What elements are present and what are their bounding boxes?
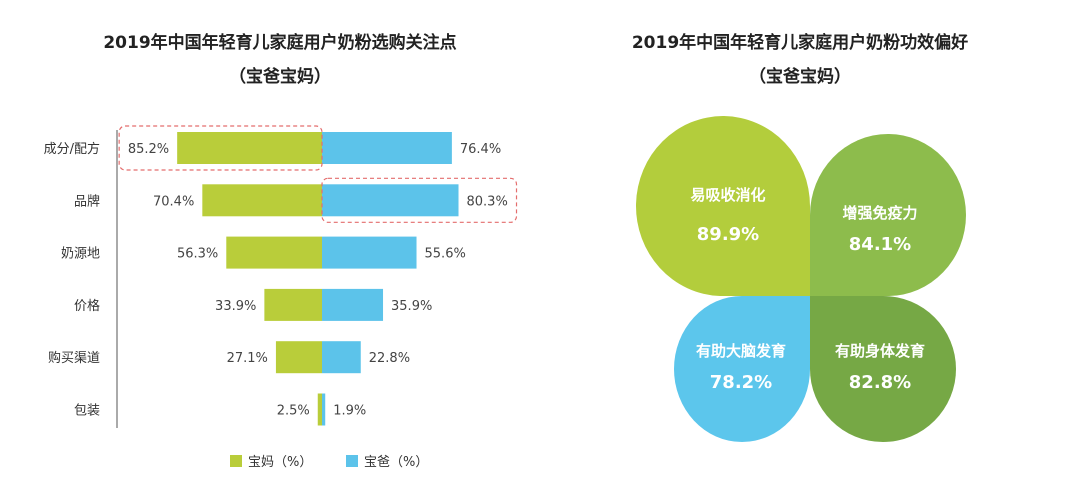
data-label-dad: 1.9% xyxy=(333,404,366,419)
bar-dad xyxy=(322,288,384,321)
data-label-dad: 55.6% xyxy=(425,247,466,262)
bar-dad xyxy=(322,184,459,217)
right-title-line1: 2019年中国年轻育儿家庭用户奶粉功效偏好 xyxy=(631,33,969,53)
petal-label: 有助大脑发育 xyxy=(696,342,786,360)
petal-shape xyxy=(674,296,810,442)
petal-value: 89.9% xyxy=(697,224,759,245)
highlight-box xyxy=(118,125,323,171)
category-label: 品牌 xyxy=(74,193,100,209)
petal-label: 增强免疫力 xyxy=(842,204,917,222)
petal-value: 84.1% xyxy=(849,234,911,255)
petal-shape xyxy=(810,134,966,296)
category-label: 奶源地 xyxy=(61,247,100,262)
data-label-dad: 76.4% xyxy=(460,142,501,157)
bar-mom xyxy=(275,341,322,374)
left-title-line1: 2019年中国年轻育儿家庭用户奶粉选购关注点 xyxy=(103,33,457,53)
bar-dad xyxy=(322,236,417,269)
right-title-line2: （宝爸宝妈） xyxy=(749,67,851,87)
bar-mom xyxy=(177,132,322,164)
data-label-mom: 85.2% xyxy=(128,142,169,157)
data-label-dad: 22.8% xyxy=(369,351,410,366)
bar-dad xyxy=(322,132,452,164)
legend-swatch-mom xyxy=(230,455,242,467)
data-label-mom: 70.4% xyxy=(153,194,194,209)
data-label-dad: 80.3% xyxy=(467,194,508,209)
petal-shape xyxy=(636,116,810,296)
data-label-mom: 33.9% xyxy=(215,299,256,314)
bar-dad xyxy=(322,341,361,374)
data-label-dad: 35.9% xyxy=(391,299,432,314)
bar-mom xyxy=(317,393,322,426)
category-label: 包装 xyxy=(74,404,100,419)
highlight-box xyxy=(321,177,518,223)
bar-dad xyxy=(322,393,326,426)
bar-mom xyxy=(264,288,322,321)
bar-mom xyxy=(226,236,322,269)
right-chart-title: 2019年中国年轻育儿家庭用户奶粉功效偏好 （宝爸宝妈） xyxy=(550,30,1050,90)
petal-label: 易吸收消化 xyxy=(690,186,765,204)
category-label: 购买渠道 xyxy=(48,350,100,366)
legend-label-dad: 宝爸（%） xyxy=(364,455,428,470)
legend-label-mom: 宝妈（%） xyxy=(248,455,312,470)
left-title-line2: （宝爸宝妈） xyxy=(229,67,331,87)
petal-label: 有助身体发育 xyxy=(835,342,925,360)
legend-swatch-dad xyxy=(346,455,358,467)
petal-value: 78.2% xyxy=(710,372,772,393)
left-chart-title: 2019年中国年轻育儿家庭用户奶粉选购关注点 （宝爸宝妈） xyxy=(30,30,530,90)
category-label: 价格 xyxy=(74,298,100,314)
data-label-mom: 27.1% xyxy=(227,351,268,366)
category-label: 成分/配方 xyxy=(44,141,100,157)
four-petal-chart: 易吸收消化 89.9% 增强免疫力 84.1% 有助大脑发育 78.2% 有助身体发育 82.… xyxy=(636,116,966,442)
data-label-mom: 2.5% xyxy=(277,404,310,419)
diverging-bar-chart: 成分/配方 85.2% 76.4% 品牌 70.4% 80.3% 奶源地 56.3% 55.6%… xyxy=(44,125,518,470)
petal-shape xyxy=(810,296,956,442)
data-label-mom: 56.3% xyxy=(177,247,218,262)
bar-mom xyxy=(202,184,322,217)
petal-value: 82.8% xyxy=(849,372,911,393)
